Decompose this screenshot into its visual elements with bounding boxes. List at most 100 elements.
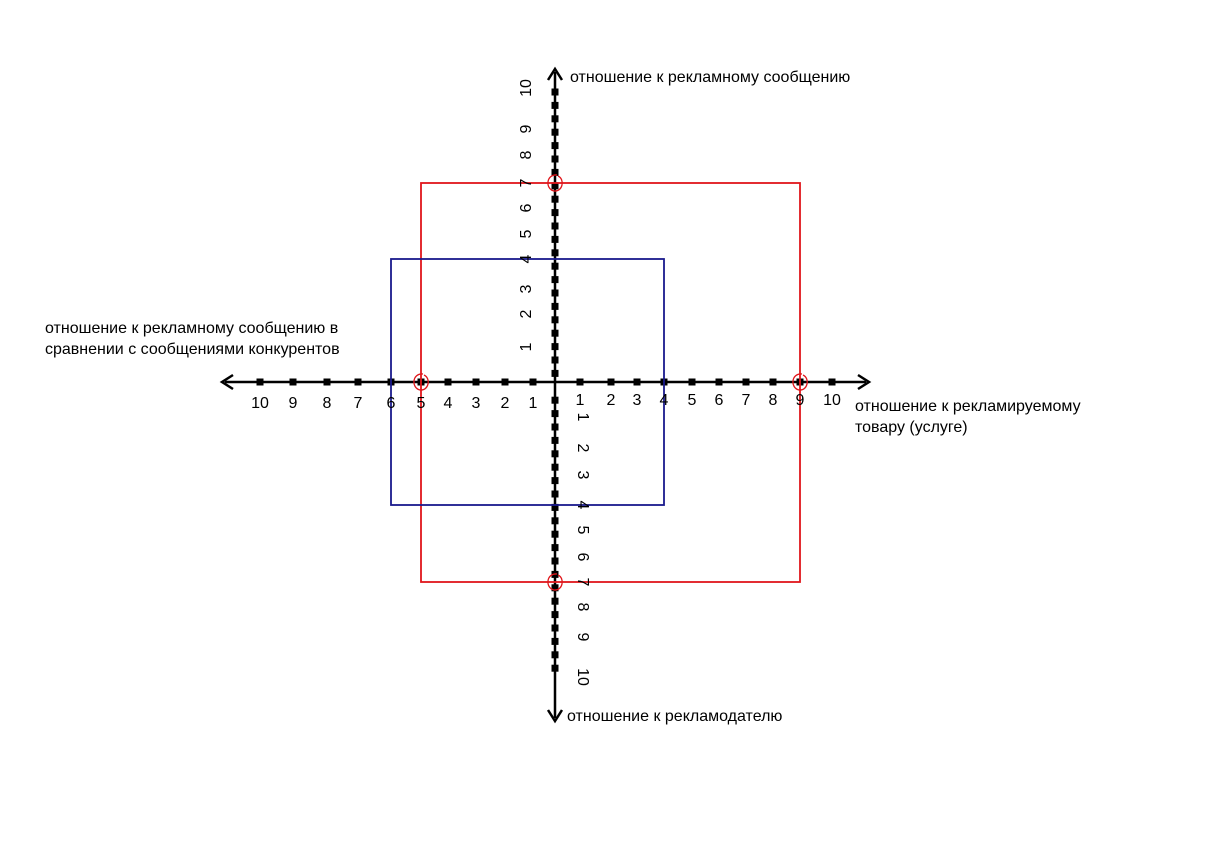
tick-mark [576, 378, 584, 386]
axis-label-left-line-1: отношение к рекламному сообщению в [45, 320, 339, 337]
tick-label-right: 3 [633, 392, 642, 409]
tick-mark [551, 195, 559, 203]
tick-mark [551, 209, 559, 217]
tick-mark [551, 651, 559, 659]
tick-label-right: 5 [688, 392, 697, 409]
tick-mark [551, 249, 559, 257]
blue-rectangle [390, 258, 665, 506]
tick-label-left: 7 [354, 395, 363, 412]
tick-mark [551, 611, 559, 619]
tick-label-up: 8 [518, 150, 535, 159]
tick-label-up: 4 [518, 254, 535, 263]
red-rectangle [420, 182, 801, 583]
tick-label-right: 4 [660, 392, 669, 409]
tick-label-left: 10 [251, 395, 269, 412]
tick-mark [551, 517, 559, 525]
arrow-right-icon [857, 373, 872, 391]
marker-circle-icon [547, 573, 563, 591]
tick-mark [472, 378, 480, 386]
tick-mark [354, 378, 362, 386]
tick-mark [551, 436, 559, 444]
tick-label-left: 9 [289, 395, 298, 412]
tick-mark [551, 544, 559, 552]
tick-mark [551, 423, 559, 431]
tick-marks [256, 88, 836, 672]
tick-label-down: 2 [574, 444, 591, 453]
tick-label-down: 1 [574, 413, 591, 422]
tick-mark [529, 378, 537, 386]
tick-label-left: 4 [444, 395, 453, 412]
tick-label-down: 7 [574, 578, 591, 587]
tick-mark [551, 155, 559, 163]
tick-mark [551, 477, 559, 485]
tick-label-right: 6 [715, 392, 724, 409]
tick-label-left: 1 [529, 395, 538, 412]
arrow-left-icon [219, 373, 234, 391]
tick-mark [551, 316, 559, 324]
arrow-down-icon [546, 709, 564, 724]
tick-mark [551, 396, 559, 404]
tick-label-left: 6 [387, 395, 396, 412]
tick-mark [551, 530, 559, 538]
tick-mark [828, 378, 836, 386]
tick-mark [551, 182, 559, 190]
tick-mark [551, 235, 559, 243]
tick-mark [323, 378, 331, 386]
tick-label-right: 1 [576, 392, 585, 409]
tick-label-down: 3 [574, 471, 591, 480]
tick-label-right: 10 [823, 392, 841, 409]
tick-mark [607, 378, 615, 386]
tick-label-up: 3 [518, 284, 535, 293]
tick-mark [633, 378, 641, 386]
tick-labels: 10 9 8 7 6 5 4 3 2 1 1 2 3 4 5 6 7 8 9 10123456789101234567… [251, 79, 841, 686]
tick-mark [551, 128, 559, 136]
tick-mark [688, 378, 696, 386]
tick-mark [551, 88, 559, 96]
rectangles [390, 182, 801, 583]
tick-label-down: 5 [574, 526, 591, 535]
axis-label-top: отношение к рекламному сообщению [570, 69, 851, 86]
tick-mark [289, 378, 297, 386]
tick-label-right: 2 [607, 392, 616, 409]
tick-label-up: 1 [518, 342, 535, 351]
axis-label-right-line-2: товару (услуге) [855, 419, 968, 436]
axis-label-right: отношение к рекламируемому товару (услуг… [855, 396, 1081, 438]
tick-mark [444, 378, 452, 386]
tick-mark [551, 503, 559, 511]
axis-label-left-line-2: сравнении с сообщениями конкурентов [45, 341, 340, 358]
tick-mark [551, 463, 559, 471]
tick-label-up: 7 [518, 178, 535, 187]
tick-mark [742, 378, 750, 386]
axis-label-bottom: отношение к рекламодателю [567, 708, 783, 725]
tick-mark [256, 378, 264, 386]
tick-mark [551, 142, 559, 150]
tick-label-up: 2 [518, 309, 535, 318]
tick-mark [551, 222, 559, 230]
tick-mark [769, 378, 777, 386]
tick-mark [551, 369, 559, 377]
axis-label-right-line-1: отношение к рекламируемому [855, 398, 1081, 415]
tick-mark [551, 289, 559, 297]
tick-mark [551, 262, 559, 270]
tick-mark [551, 637, 559, 645]
tick-label-left: 2 [501, 395, 510, 412]
tick-mark [501, 378, 509, 386]
tick-mark [551, 302, 559, 310]
arrow-up-icon [546, 66, 564, 81]
red-markers [413, 174, 808, 591]
tick-label-right: 7 [742, 392, 751, 409]
tick-label-right: 9 [796, 392, 805, 409]
tick-label-left: 5 [417, 395, 426, 412]
tick-mark [551, 168, 559, 176]
tick-mark [715, 378, 723, 386]
tick-mark [551, 584, 559, 592]
tick-mark [551, 276, 559, 284]
axes [219, 66, 872, 724]
tick-label-down: 10 [574, 668, 591, 686]
tick-mark [551, 450, 559, 458]
tick-mark [551, 356, 559, 364]
tick-label-down: 4 [574, 501, 591, 510]
tick-mark [551, 410, 559, 418]
tick-mark [551, 329, 559, 337]
